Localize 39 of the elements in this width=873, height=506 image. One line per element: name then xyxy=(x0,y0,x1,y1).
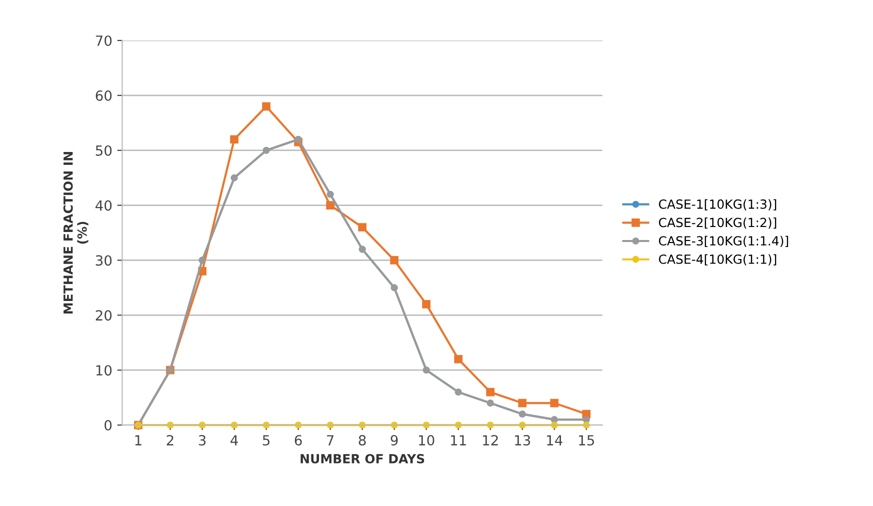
legend-label: CASE-3[10KG(1:1.4)] xyxy=(658,236,788,248)
y-axis-title: METHANE FRACTION IN (%) xyxy=(63,152,88,314)
y-tick-label: 10 xyxy=(96,365,112,376)
x-tick-label: 11 xyxy=(451,435,466,446)
x-tick-label: 8 xyxy=(358,435,366,446)
point xyxy=(518,398,527,408)
y-tick-label: 50 xyxy=(96,145,112,156)
legend-label: CASE-1[10KG(1:3)] xyxy=(658,199,776,210)
x-tick-label: 7 xyxy=(327,435,334,446)
legend-label: CASE-4[10KG(1:1)] xyxy=(658,254,776,266)
x-tick-label: 2 xyxy=(166,435,174,446)
x-tick-label: 14 xyxy=(547,435,562,446)
point xyxy=(230,135,238,144)
point xyxy=(358,223,366,232)
point xyxy=(486,388,494,396)
x-tick-label: 1 xyxy=(135,435,142,446)
point xyxy=(262,102,270,111)
x-tick-label: 5 xyxy=(262,435,270,446)
point xyxy=(390,256,398,264)
x-tick-label: 9 xyxy=(390,435,398,446)
x-tick-label: 3 xyxy=(198,435,206,446)
point xyxy=(422,300,430,308)
x-tick-label: 12 xyxy=(483,435,498,446)
y-tick-label: 40 xyxy=(96,200,112,211)
y-tick-label: 70 xyxy=(96,35,112,46)
point xyxy=(550,398,559,408)
x-tick-label: 6 xyxy=(294,435,302,446)
x-tick-label: 15 xyxy=(579,435,594,446)
point xyxy=(326,201,334,210)
y-tick-label: 60 xyxy=(96,90,112,101)
x-tick-label: 10 xyxy=(419,435,434,446)
y-tick-label: 30 xyxy=(96,255,112,266)
y-tick-label: 20 xyxy=(96,310,112,321)
legend-label: CASE-2[10KG(1:2)] xyxy=(658,218,776,229)
x-axis-title: NUMBER OF DAYS xyxy=(300,454,424,464)
y-tick-label: 0 xyxy=(104,420,112,431)
x-tick-label: 4 xyxy=(230,435,238,446)
point xyxy=(454,354,462,364)
x-tick-label: 13 xyxy=(515,435,530,446)
